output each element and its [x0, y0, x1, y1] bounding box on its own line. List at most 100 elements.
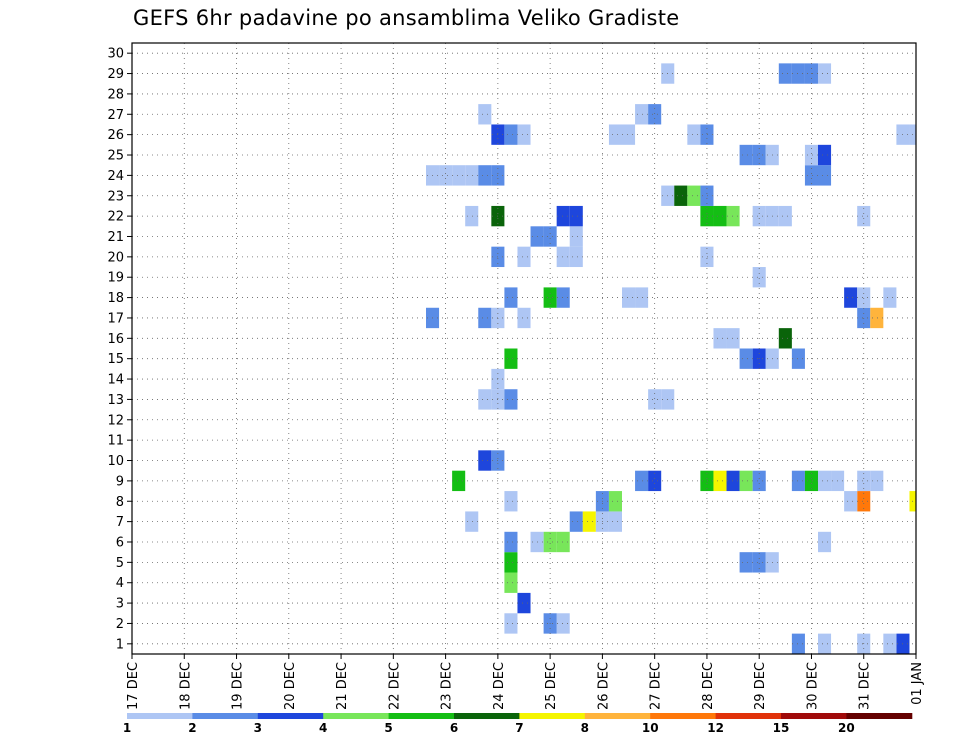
data-cell — [569, 226, 583, 247]
colorbar-label: 2 — [188, 721, 196, 735]
x-tick-label: 31 DEC — [858, 662, 873, 710]
data-cell — [622, 124, 636, 145]
data-cell — [791, 63, 805, 84]
cells-layer — [426, 63, 916, 654]
data-cell — [517, 124, 531, 145]
colorbar-segment — [519, 713, 586, 719]
data-cell — [883, 633, 897, 654]
data-cell — [504, 124, 518, 145]
data-cell — [504, 613, 518, 634]
y-tick-label: 2 — [116, 617, 124, 632]
data-cell — [687, 124, 701, 145]
colorbar-segment — [650, 713, 717, 719]
colorbar-segment — [454, 713, 520, 719]
colorbar-label: 1 — [123, 721, 131, 735]
y-tick-label: 17 — [107, 311, 124, 326]
y-tick-label: 11 — [107, 434, 124, 449]
data-cell — [504, 348, 518, 369]
x-tick-label: 27 DEC — [649, 662, 664, 710]
data-cell — [569, 246, 583, 268]
y-tick-label: 16 — [107, 332, 124, 347]
data-cell — [870, 307, 884, 329]
colorbar-label: 20 — [838, 721, 855, 735]
data-cell — [478, 165, 492, 186]
x-tick-label: 26 DEC — [596, 662, 611, 710]
data-cell — [648, 104, 662, 125]
x-tick-label: 21 DEC — [335, 662, 350, 710]
y-axis: 1234567891011121314151617181920212223242… — [107, 47, 132, 652]
y-tick-label: 26 — [107, 128, 124, 143]
data-cell — [608, 491, 622, 512]
y-tick-label: 21 — [107, 230, 124, 245]
y-tick-label: 15 — [107, 352, 124, 367]
y-tick-label: 28 — [107, 87, 124, 102]
x-tick-label: 19 DEC — [231, 662, 246, 710]
y-tick-label: 19 — [107, 271, 124, 286]
data-cell — [635, 287, 649, 308]
data-cell — [739, 552, 753, 573]
data-cell — [818, 165, 832, 186]
x-tick-label: 17 DEC — [126, 662, 141, 710]
data-cell — [478, 450, 492, 471]
data-cell — [478, 104, 492, 125]
data-cell — [569, 205, 583, 227]
colorbar-segment — [781, 713, 847, 719]
y-tick-label: 4 — [116, 576, 124, 591]
data-cell — [556, 205, 570, 227]
chart-title: GEFS 6hr padavine po ansamblima Veliko G… — [133, 6, 680, 30]
colorbar-label: 10 — [642, 721, 659, 735]
data-cell — [452, 470, 466, 492]
data-cell — [582, 511, 596, 532]
data-cell — [700, 124, 714, 145]
data-cell — [478, 389, 492, 410]
data-cell — [739, 348, 753, 369]
data-cell — [791, 470, 805, 492]
data-cell — [504, 552, 518, 573]
data-cell — [504, 572, 518, 593]
y-tick-label: 25 — [107, 149, 124, 164]
colorbar-label: 3 — [254, 721, 262, 735]
colorbar-label: 12 — [707, 721, 724, 735]
colorbar-legend: 1 2 3 4 5 6 7 8 10 12 15 20 — [123, 713, 913, 735]
data-cell — [478, 307, 492, 329]
colorbar-label: 6 — [450, 721, 458, 735]
x-tick-label: 25 DEC — [544, 662, 559, 710]
colorbar-label: 4 — [319, 721, 327, 735]
colorbar-segment — [388, 713, 455, 719]
data-cell — [857, 491, 871, 512]
data-cell — [543, 531, 557, 553]
y-tick-label: 14 — [107, 373, 124, 388]
x-tick-label: 23 DEC — [440, 662, 455, 710]
data-cell — [818, 63, 832, 84]
data-cell — [857, 205, 871, 227]
colorbar-segment — [715, 713, 782, 719]
y-tick-label: 29 — [107, 67, 124, 82]
data-cell — [504, 389, 518, 410]
y-tick-label: 30 — [107, 47, 124, 62]
data-cell — [752, 552, 766, 573]
data-cell — [700, 205, 714, 227]
data-cell — [452, 165, 466, 186]
data-cell — [556, 246, 570, 268]
data-cell — [883, 287, 897, 308]
y-tick-label: 10 — [107, 454, 124, 469]
data-cell — [778, 63, 792, 84]
data-cell — [752, 470, 766, 492]
data-cell — [778, 205, 792, 227]
data-cell — [739, 470, 753, 492]
data-cell — [844, 491, 858, 512]
data-cell — [648, 389, 662, 410]
data-cell — [752, 144, 766, 166]
data-cell — [791, 633, 805, 654]
data-cell — [726, 328, 740, 349]
y-tick-label: 13 — [107, 393, 124, 408]
data-cell — [752, 267, 766, 288]
y-tick-label: 8 — [116, 495, 124, 510]
x-tick-label: 22 DEC — [387, 662, 402, 710]
data-cell — [857, 287, 871, 308]
data-cell — [674, 185, 688, 206]
data-cell — [556, 613, 570, 634]
data-cell — [517, 592, 531, 614]
colorbar-segment — [846, 713, 913, 719]
